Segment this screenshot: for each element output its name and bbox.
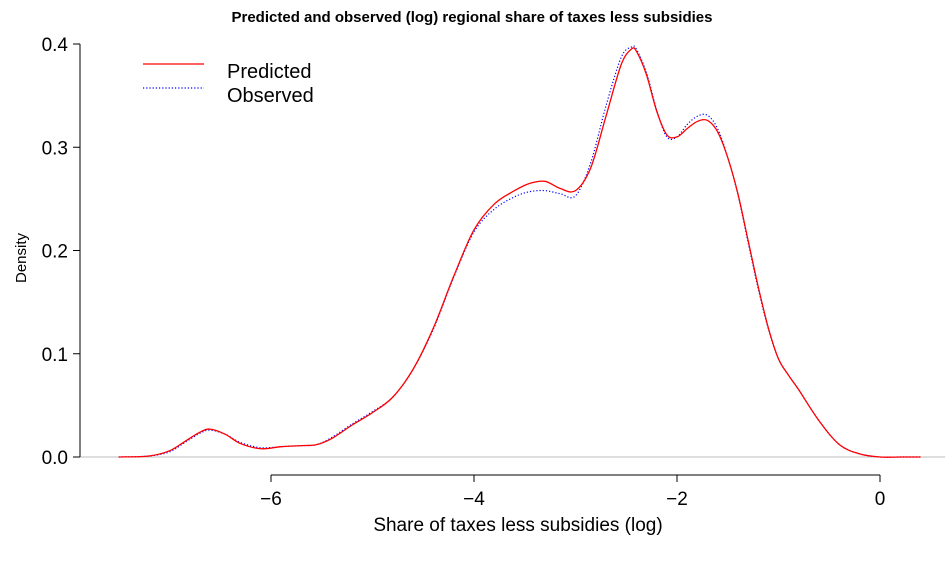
y-ticks: 0.0 0.1 0.2 0.3 0.4	[42, 35, 80, 469]
y-tick-label: 0.2	[42, 242, 68, 263]
x-axis-label: Share of taxes less subsidies (log)	[373, 515, 662, 536]
chart-title: Predicted and observed (log) regional sh…	[232, 9, 713, 26]
legend-label-observed: Observed	[227, 85, 314, 107]
y-tick-label: 0.3	[42, 138, 68, 159]
x-ticks: −6 −4 −2 0	[260, 475, 885, 510]
y-axis-label: Density	[13, 232, 30, 283]
x-tick-label: −4	[463, 489, 485, 510]
y-tick-label: 0.0	[42, 448, 68, 469]
y-tick-label: 0.4	[42, 35, 69, 56]
x-tick-label: −2	[666, 489, 688, 510]
series-line-predicted	[118, 47, 921, 458]
x-tick-label: 0	[875, 489, 886, 510]
legend-label-predicted: Predicted	[227, 61, 312, 83]
plot-area: 0.0 0.1 0.2 0.3 0.4 −6 −4 −2 0	[42, 35, 945, 510]
series-line-observed	[118, 45, 921, 458]
y-tick-label: 0.1	[42, 345, 68, 366]
x-tick-label: −6	[260, 489, 282, 510]
series-layer	[118, 45, 921, 458]
